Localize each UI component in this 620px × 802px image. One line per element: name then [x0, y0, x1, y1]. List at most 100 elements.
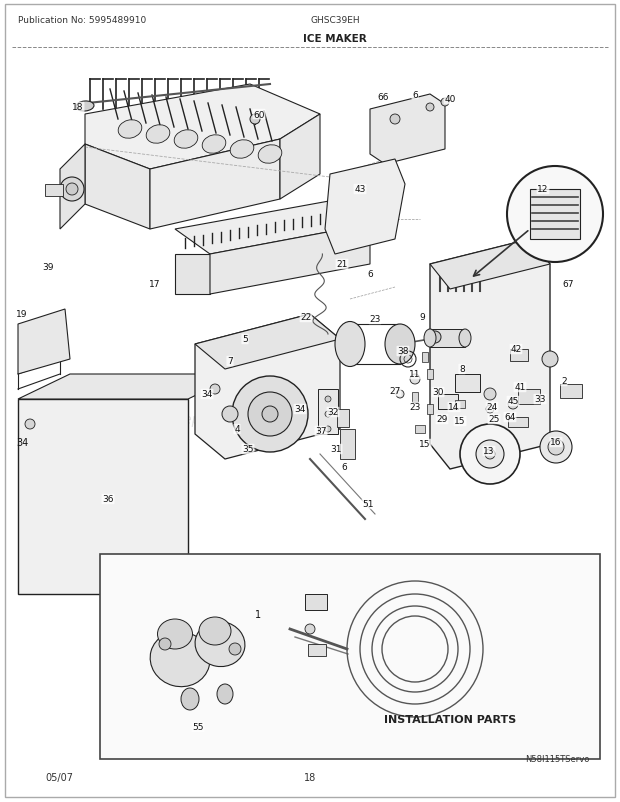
Bar	[340, 429, 355, 460]
Circle shape	[210, 384, 220, 395]
Bar	[560, 384, 582, 399]
Circle shape	[222, 407, 238, 423]
Text: 38: 38	[397, 347, 409, 356]
Text: 35: 35	[242, 445, 254, 454]
Text: 31: 31	[330, 445, 342, 454]
Text: INSTALLATION PARTS: INSTALLATION PARTS	[384, 714, 516, 724]
Ellipse shape	[258, 146, 282, 164]
Circle shape	[325, 396, 331, 403]
Bar	[305, 594, 327, 610]
Circle shape	[542, 351, 558, 367]
Ellipse shape	[199, 618, 231, 645]
Polygon shape	[280, 115, 320, 200]
Polygon shape	[370, 95, 445, 164]
Bar	[510, 350, 528, 362]
Ellipse shape	[195, 622, 245, 666]
Text: 6: 6	[412, 91, 418, 99]
Text: 19: 19	[16, 310, 28, 319]
Ellipse shape	[146, 126, 170, 144]
Ellipse shape	[202, 136, 226, 154]
Circle shape	[460, 424, 520, 484]
Circle shape	[262, 407, 278, 423]
Polygon shape	[85, 85, 320, 170]
Polygon shape	[175, 200, 370, 255]
Text: 60: 60	[253, 111, 265, 119]
Circle shape	[396, 391, 404, 399]
Text: 4: 4	[234, 425, 240, 434]
Circle shape	[410, 375, 420, 384]
Text: 42: 42	[510, 345, 521, 354]
Text: 39: 39	[42, 263, 54, 272]
Text: 1: 1	[255, 610, 261, 619]
Polygon shape	[18, 375, 240, 399]
Circle shape	[390, 115, 400, 125]
Text: 29: 29	[436, 415, 448, 424]
Bar	[45, 184, 63, 196]
Bar	[412, 392, 418, 403]
Text: 30: 30	[432, 388, 444, 397]
Text: 21: 21	[336, 260, 348, 269]
Circle shape	[540, 431, 572, 464]
Polygon shape	[60, 145, 85, 229]
Ellipse shape	[230, 140, 254, 159]
Ellipse shape	[217, 684, 233, 704]
Text: 34: 34	[16, 437, 28, 448]
Bar	[318, 390, 338, 435]
Circle shape	[325, 411, 331, 418]
Circle shape	[232, 376, 308, 452]
Ellipse shape	[459, 330, 471, 347]
Text: 23: 23	[370, 315, 381, 324]
Bar	[100, 554, 600, 759]
Text: 33: 33	[534, 395, 546, 404]
Circle shape	[60, 178, 84, 202]
Polygon shape	[175, 255, 210, 294]
Circle shape	[441, 99, 449, 107]
Ellipse shape	[335, 322, 365, 367]
Text: 66: 66	[377, 93, 389, 103]
Ellipse shape	[150, 631, 210, 687]
Text: 17: 17	[149, 280, 161, 290]
Polygon shape	[85, 145, 150, 229]
Text: 2: 2	[561, 377, 567, 386]
Polygon shape	[150, 140, 280, 229]
Circle shape	[325, 427, 331, 432]
Text: 14: 14	[448, 403, 459, 412]
Circle shape	[548, 439, 564, 456]
Text: 11: 11	[409, 370, 421, 379]
Bar	[455, 400, 465, 408]
Circle shape	[248, 392, 292, 436]
Text: 55: 55	[192, 723, 204, 731]
Circle shape	[484, 388, 496, 400]
Ellipse shape	[424, 330, 436, 347]
Text: 34: 34	[202, 390, 213, 399]
Bar	[508, 418, 528, 427]
Polygon shape	[210, 225, 370, 294]
Ellipse shape	[157, 619, 192, 649]
Circle shape	[305, 624, 315, 634]
Circle shape	[426, 104, 434, 111]
Bar	[530, 190, 580, 240]
Polygon shape	[430, 240, 550, 469]
Text: N58I115TServo: N58I115TServo	[526, 755, 590, 764]
Ellipse shape	[76, 102, 94, 112]
Circle shape	[250, 115, 260, 125]
Text: 25: 25	[489, 415, 500, 424]
Polygon shape	[195, 314, 340, 370]
Polygon shape	[430, 240, 550, 290]
Text: 18: 18	[73, 103, 84, 112]
Text: 41: 41	[515, 383, 526, 392]
Circle shape	[507, 167, 603, 263]
Text: 15: 15	[419, 440, 431, 449]
Text: 05/07: 05/07	[45, 772, 73, 782]
Circle shape	[66, 184, 78, 196]
Text: 7: 7	[227, 357, 233, 366]
Bar	[422, 353, 428, 363]
Text: 37: 37	[315, 427, 327, 436]
Ellipse shape	[118, 120, 142, 139]
Ellipse shape	[385, 325, 415, 365]
Text: ICE MAKER: ICE MAKER	[303, 34, 367, 44]
Circle shape	[25, 419, 35, 429]
Ellipse shape	[174, 131, 198, 149]
Polygon shape	[195, 314, 340, 460]
Text: eReplacementParts.com: eReplacementParts.com	[166, 412, 335, 427]
